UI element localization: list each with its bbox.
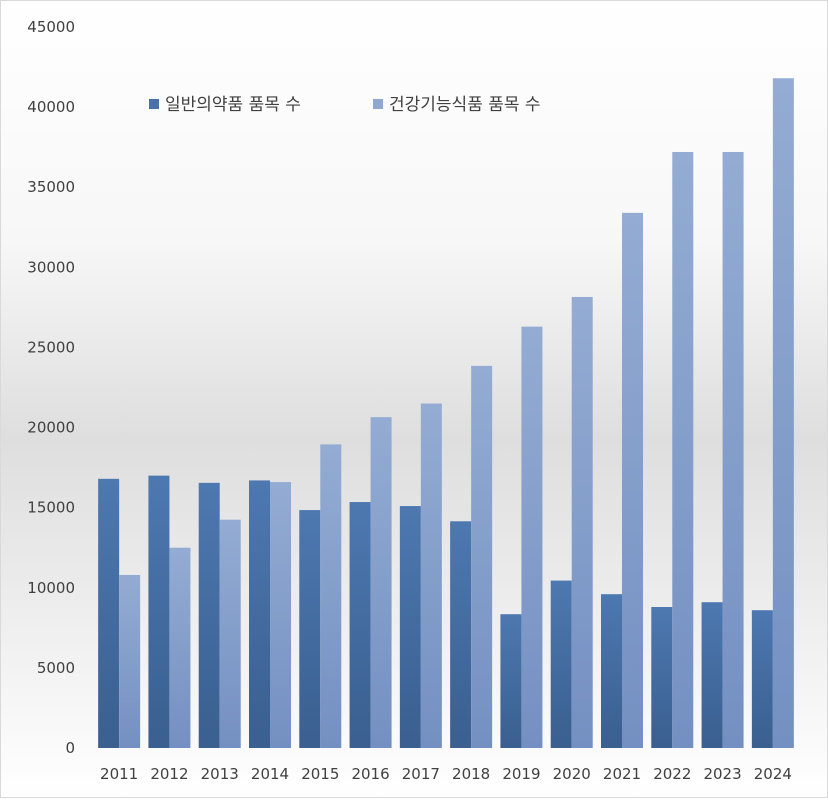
bar-series-1-2021 (622, 212, 643, 748)
bar-series-0-2012 (148, 475, 170, 748)
bar-series-0-2016 (349, 502, 371, 748)
bar-series-0-2018 (450, 521, 472, 748)
bar-series-0-2023 (701, 602, 723, 748)
y-tick-label: 25000 (27, 338, 75, 356)
bar-series-0-2011 (98, 478, 120, 748)
x-tick-label: 2016 (351, 765, 389, 783)
y-axis: 0 5000 10000 15000 20000 25000 30000 35000 40000… (27, 18, 75, 757)
bar-series-1-2017 (420, 403, 442, 748)
y-tick-label: 35000 (27, 178, 75, 196)
x-tick-label: 2012 (150, 765, 188, 783)
x-tick-label: 2022 (653, 765, 691, 783)
x-tick-label: 2013 (201, 765, 239, 783)
bar-series-1-2018 (471, 365, 493, 748)
bar-series-1-2023 (722, 151, 744, 748)
bar-series-0-2019 (500, 614, 522, 748)
bar-series-1-2013 (219, 519, 241, 748)
x-tick-label: 2020 (553, 765, 591, 783)
y-tick-label: 5000 (37, 659, 75, 677)
bar-series-1-2016 (370, 417, 392, 748)
y-tick-label: 45000 (27, 18, 75, 36)
x-tick-label: 2017 (402, 765, 440, 783)
x-tick-label: 2011 (100, 765, 138, 783)
x-tick-label: 2015 (301, 765, 339, 783)
bar-series-1-2019 (521, 326, 543, 748)
bar-series-0-2022 (651, 607, 673, 748)
x-axis: 2011 2012 2013 2014 2015 2016 2017 2018 2019 2020… (100, 765, 792, 783)
legend-label-series-0: 일반의약품 품목 수 (165, 95, 301, 115)
x-tick-label: 2023 (703, 765, 741, 783)
x-tick-label: 2018 (452, 765, 490, 783)
x-tick-label: 2021 (603, 765, 641, 783)
legend-swatch-series-1 (373, 99, 383, 109)
y-tick-label: 40000 (27, 98, 75, 116)
bar-series-1-2015 (320, 444, 342, 748)
legend-label-series-1: 건강기능식품 품목 수 (389, 95, 541, 115)
bars (98, 78, 794, 748)
y-tick-label: 20000 (27, 419, 75, 437)
y-tick-label: 0 (65, 739, 75, 757)
x-tick-label: 2019 (502, 765, 540, 783)
bar-series-0-2013 (198, 482, 220, 748)
bar-series-1-2020 (571, 296, 593, 748)
bar-series-0-2014 (249, 480, 270, 748)
y-tick-label: 30000 (27, 258, 75, 276)
legend: 일반의약품 품목 수 건강기능식품 품목 수 (149, 95, 541, 115)
bar-series-0-2017 (399, 506, 421, 748)
bar-series-0-2015 (299, 510, 321, 748)
bar-series-1-2011 (119, 574, 141, 748)
bar-series-0-2024 (751, 610, 773, 748)
y-tick-label: 15000 (27, 499, 75, 517)
legend-swatch-series-0 (149, 99, 159, 109)
bar-series-1-2014 (270, 482, 291, 748)
x-tick-label: 2014 (251, 765, 289, 783)
y-tick-label: 10000 (27, 579, 75, 597)
bar-series-0-2021 (601, 594, 622, 748)
bar-series-0-2020 (550, 580, 572, 748)
bar-series-1-2012 (169, 547, 191, 748)
bar-series-1-2022 (672, 151, 694, 748)
x-tick-label: 2024 (754, 765, 792, 783)
bar-series-1-2024 (772, 78, 794, 748)
